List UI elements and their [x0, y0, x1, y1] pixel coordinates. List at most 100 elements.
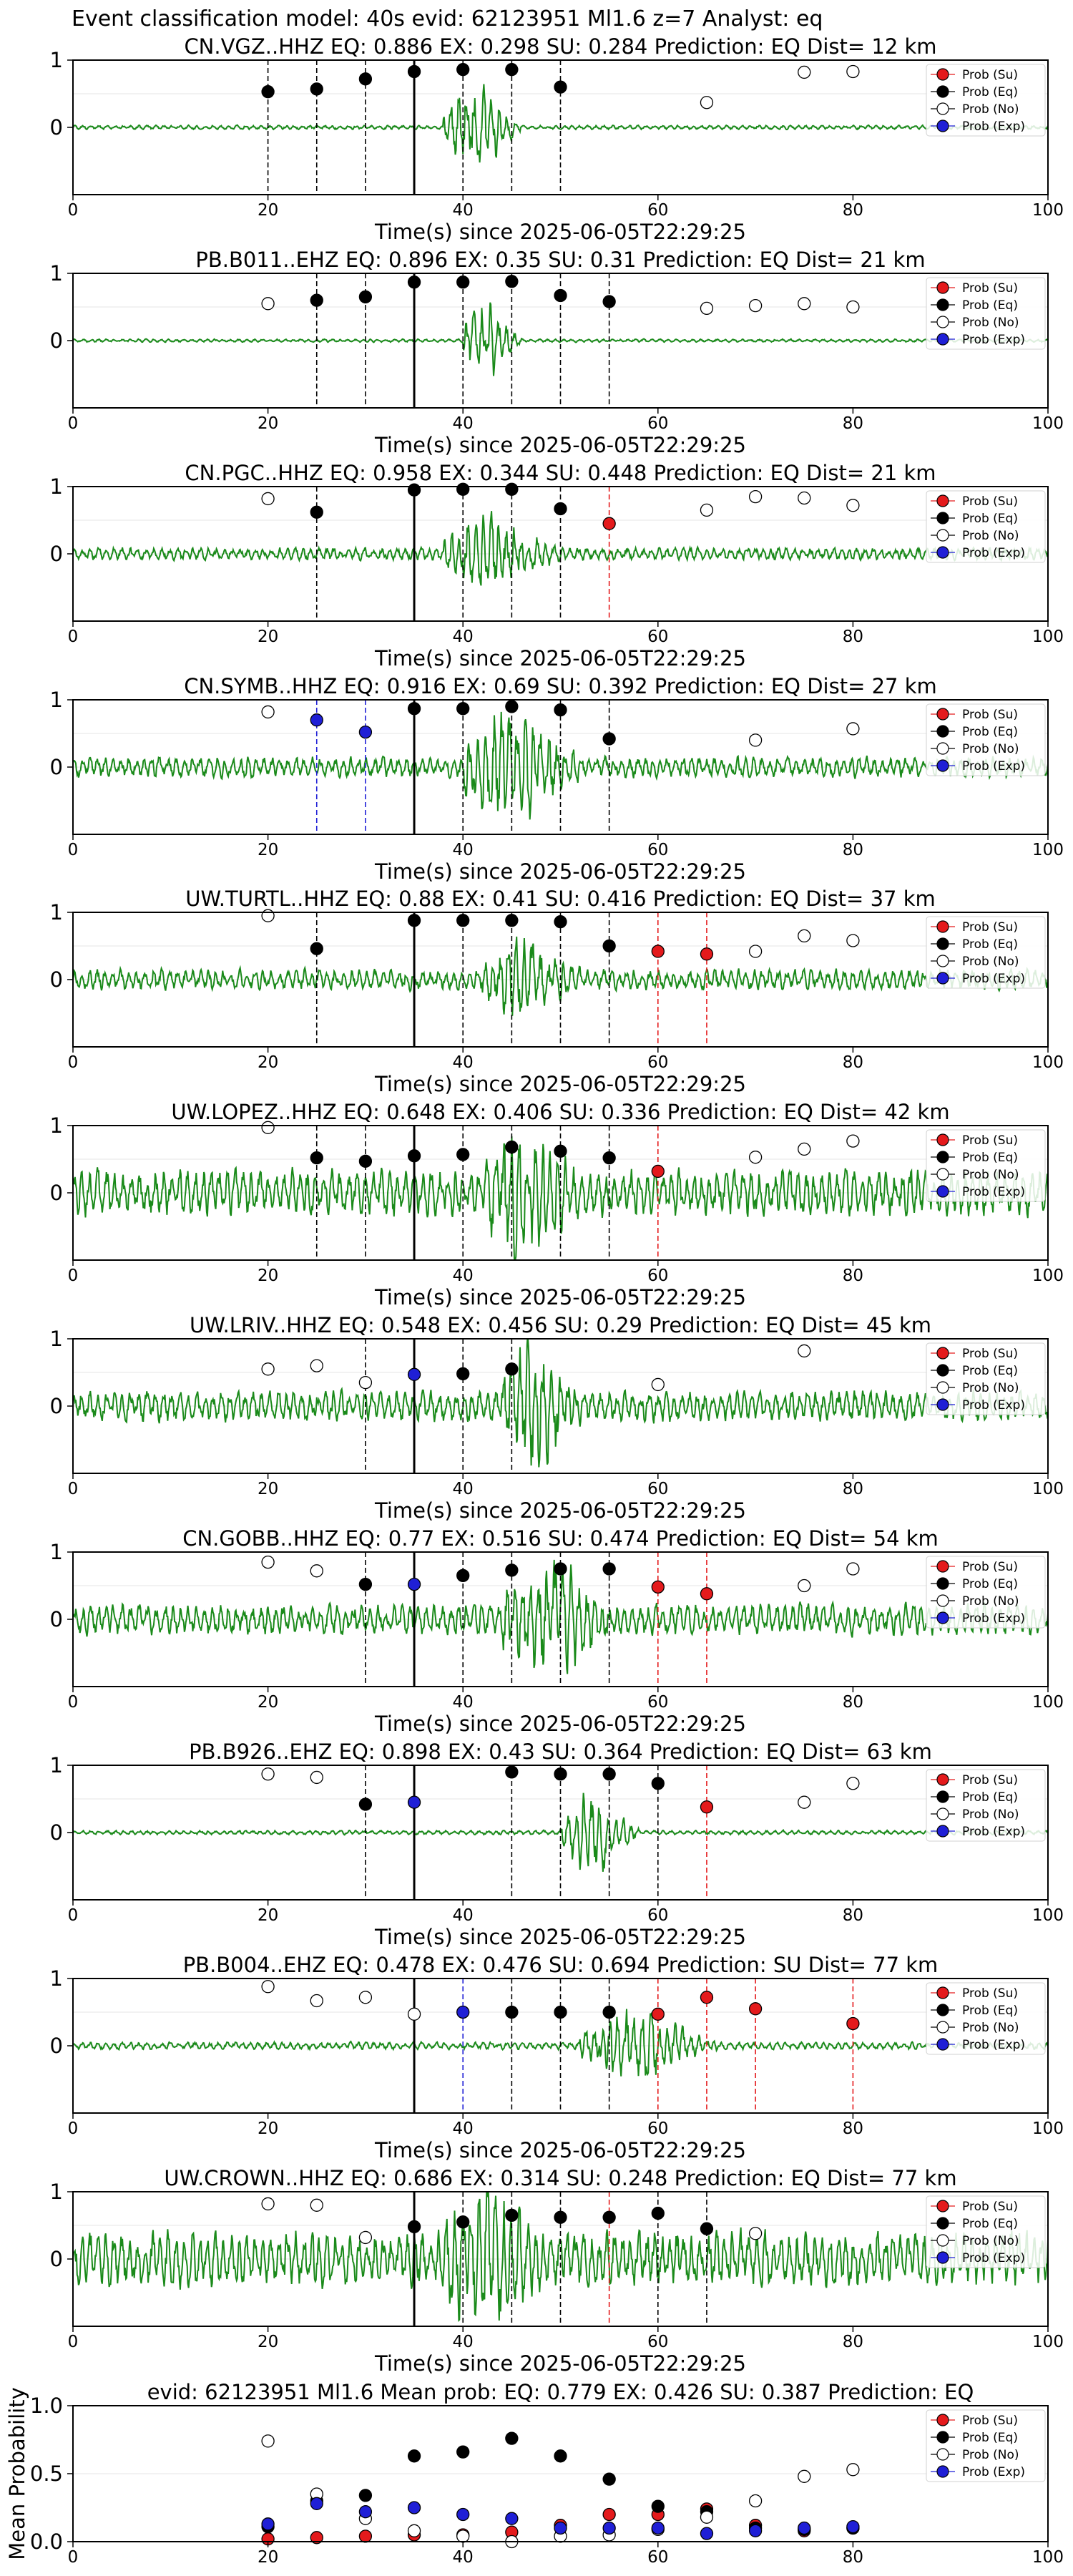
legend-label: Prob (Exp)	[962, 546, 1025, 560]
legend-marker	[936, 2448, 949, 2461]
prob-point	[505, 1362, 519, 1376]
y-tick-label: 1	[50, 1113, 63, 1138]
prob-point	[748, 489, 763, 504]
panel-title: evid: 62123951 Ml1.6 Mean prob: EQ: 0.77…	[147, 2380, 974, 2404]
legend-marker	[936, 119, 949, 132]
legend-marker	[936, 1560, 949, 1573]
x-tick-label: 80	[843, 841, 863, 859]
prob-point	[261, 1121, 275, 1134]
x-tick-label: 40	[453, 628, 474, 646]
mean-prob-point	[700, 2510, 714, 2524]
mean-prob-point	[358, 2505, 373, 2519]
prob-point	[846, 722, 860, 736]
legend-label: Prob (Eq)	[962, 937, 1018, 952]
prob-point	[505, 1563, 519, 1577]
legend-marker	[936, 1577, 949, 1590]
x-tick-label: 0	[68, 841, 79, 859]
legend-box	[926, 490, 1046, 563]
legend-marker	[936, 742, 949, 755]
y-tick-label: 1	[50, 1540, 63, 1564]
prob-point	[602, 1151, 616, 1165]
prob-point	[846, 1134, 860, 1148]
legend-marker	[936, 2465, 949, 2478]
legend-label: Prob (Exp)	[962, 1825, 1025, 1839]
prob-point	[310, 505, 323, 519]
legend-marker	[936, 759, 949, 772]
mean-prob-point	[407, 2449, 421, 2463]
prob-point	[846, 2016, 860, 2031]
legend-marker	[936, 1773, 949, 1786]
legend-label: Prob (Eq)	[962, 2431, 1018, 2445]
legend-label: Prob (No)	[962, 955, 1019, 969]
legend-label: Prob (Eq)	[962, 2217, 1018, 2231]
mean-prob-point	[554, 2449, 567, 2463]
legend-marker	[936, 2234, 949, 2247]
prob-point	[798, 1579, 811, 1593]
legend-marker	[936, 1133, 949, 1146]
legend-marker	[936, 1185, 949, 1198]
legend-box	[926, 2409, 1046, 2482]
y-tick-label: 1	[50, 261, 63, 286]
x-tick-label: 40	[453, 201, 474, 220]
prob-point	[554, 703, 567, 717]
prob-point	[310, 942, 323, 955]
x-tick-label: 80	[843, 414, 863, 433]
legend-label: Prob (Su)	[962, 1347, 1018, 1361]
prob-point	[554, 2005, 567, 2019]
prob-point	[310, 2198, 323, 2212]
mean-prob-point	[602, 2507, 616, 2522]
prob-point	[456, 275, 470, 289]
mean-prob-point	[407, 2501, 421, 2514]
x-tick-label: 20	[258, 841, 278, 859]
x-tick-label: 100	[1032, 1693, 1064, 1712]
x-axis-label: Time(s) since 2025-06-05T22:29:25	[374, 1072, 746, 1096]
x-tick-label: 20	[258, 628, 278, 646]
prob-point	[748, 1151, 763, 1164]
legend-label: Prob (Su)	[962, 1133, 1018, 1148]
legend-box	[926, 703, 1046, 776]
prob-point	[358, 290, 373, 304]
x-tick-label: 60	[647, 2333, 668, 2351]
x-tick-label: 100	[1032, 201, 1064, 220]
legend-marker	[936, 1825, 949, 1838]
legend-label: Prob (No)	[962, 1807, 1019, 1822]
legend-marker	[936, 2217, 949, 2230]
mean-prob-point	[651, 2499, 665, 2513]
legend-marker	[936, 972, 949, 985]
x-tick-label: 40	[453, 1480, 474, 1498]
prob-point	[358, 1991, 373, 2004]
mean-prob-point	[310, 2497, 323, 2510]
legend-marker	[936, 1807, 949, 1820]
legend-marker	[936, 1381, 949, 1394]
prob-point	[505, 914, 519, 927]
prob-point	[261, 909, 275, 922]
x-tick-label: 100	[1032, 414, 1064, 433]
prob-point	[798, 1795, 811, 1809]
legend-marker	[936, 529, 949, 542]
prob-point	[407, 2007, 421, 2021]
prob-point	[700, 96, 714, 109]
panel-title: UW.TURTL..HHZ EQ: 0.88 EX: 0.41 SU: 0.41…	[185, 887, 936, 911]
panel-2: PB.B011..EHZ EQ: 0.896 EX: 0.35 SU: 0.31…	[50, 248, 1064, 457]
prob-point	[310, 1564, 323, 1578]
x-tick-label: 100	[1032, 841, 1064, 859]
y-tick-label: 0.5	[30, 2462, 63, 2486]
x-tick-label: 60	[647, 1480, 668, 1498]
legend-label: Prob (Eq)	[962, 1790, 1018, 1805]
legend-label: Prob (No)	[962, 529, 1019, 543]
panel-12: evid: 62123951 Ml1.6 Mean prob: EQ: 0.77…	[5, 2380, 1064, 2567]
prob-point	[846, 1562, 860, 1576]
prob-point	[358, 725, 373, 739]
prob-point	[407, 1795, 421, 1809]
legend-marker	[936, 316, 949, 328]
x-tick-label: 60	[647, 1053, 668, 1072]
prob-point	[651, 2007, 665, 2021]
legend-label: Prob (Su)	[962, 494, 1018, 509]
prob-point	[700, 301, 714, 316]
prob-point	[602, 2005, 616, 2019]
panel-3: CN.PGC..HHZ EQ: 0.958 EX: 0.344 SU: 0.44…	[50, 461, 1064, 670]
legend-box	[926, 1129, 1046, 1202]
x-tick-label: 20	[258, 414, 278, 433]
prob-point	[602, 939, 616, 953]
